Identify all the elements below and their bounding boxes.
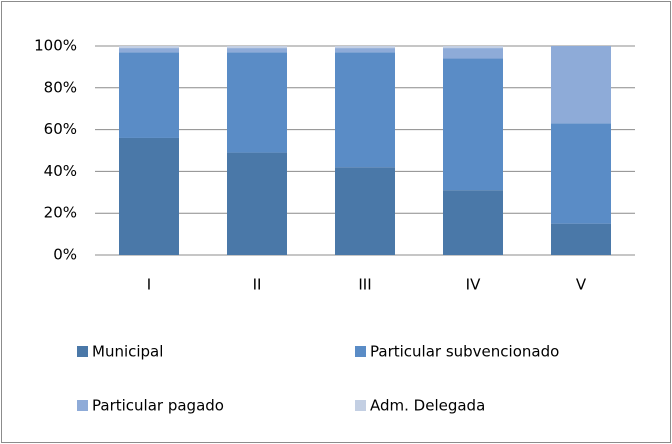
bar-segment xyxy=(443,58,503,191)
legend-label: Adm. Delegada xyxy=(370,397,485,415)
bar-segment xyxy=(335,52,395,168)
bar-segment xyxy=(119,137,179,255)
x-tick-label: IV xyxy=(466,276,481,294)
y-tick-label: 20% xyxy=(44,204,77,222)
legend-label: Particular subvencionado xyxy=(370,343,559,361)
legend-swatch xyxy=(355,400,366,411)
x-tick-label: II xyxy=(253,276,262,294)
bar-segment xyxy=(335,48,395,53)
bar-segment xyxy=(227,48,287,53)
bar-segment xyxy=(443,190,503,255)
legend-swatch xyxy=(77,346,88,357)
legend-label: Municipal xyxy=(92,343,163,361)
legend-swatch xyxy=(355,346,366,357)
x-tick-label: III xyxy=(358,276,371,294)
y-tick-label: 0% xyxy=(53,246,77,264)
bar-segment xyxy=(443,46,503,49)
bar-segment xyxy=(227,152,287,255)
bar-segment xyxy=(119,52,179,138)
bar-segment xyxy=(119,46,179,49)
bar-segment xyxy=(335,46,395,49)
y-tick-label: 80% xyxy=(44,78,77,96)
y-tick-label: 60% xyxy=(44,120,77,138)
bar-segment xyxy=(227,52,287,153)
y-tick-label: 100% xyxy=(34,37,77,55)
y-tick-label: 40% xyxy=(44,162,77,180)
bar-segment xyxy=(551,223,611,255)
bar-segment xyxy=(551,123,611,224)
legend-label: Particular pagado xyxy=(92,397,224,415)
bar-segment xyxy=(227,46,287,49)
bar-segment xyxy=(551,46,611,124)
bar-segment xyxy=(119,48,179,53)
legend-swatch xyxy=(77,400,88,411)
x-tick-label: V xyxy=(576,276,587,294)
bar-segment xyxy=(335,167,395,255)
bar-segment xyxy=(443,48,503,59)
x-tick-label: I xyxy=(147,276,151,294)
